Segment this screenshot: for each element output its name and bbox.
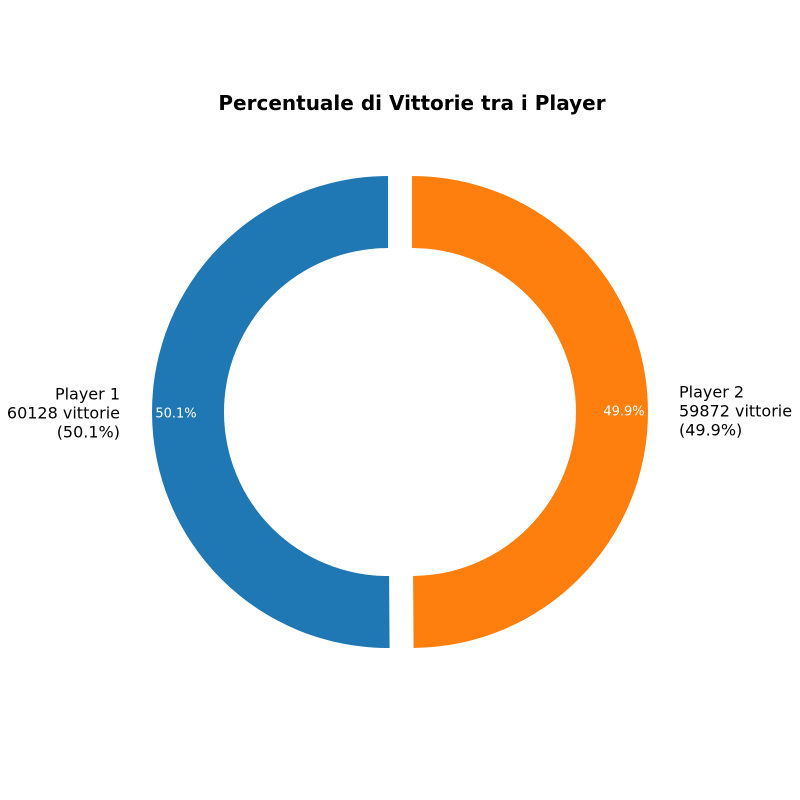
slice-outer-label-line: (50.1%) bbox=[57, 422, 120, 441]
slice-outer-label-line: Player 1 bbox=[55, 384, 120, 403]
slice-labels: 50.1% Player 1 60128 vittorie (50.1%) 49.9% P… bbox=[7, 383, 792, 442]
slice-percent-label-2: 49.9% bbox=[603, 405, 644, 420]
donut-slices bbox=[152, 175, 648, 649]
slice-outer-label-line: (49.9%) bbox=[679, 421, 742, 440]
slice-percent-label-1: 50.1% bbox=[155, 406, 196, 421]
slice-outer-label-line: 59872 vittorie bbox=[679, 402, 792, 421]
chart-title: Percentuale di Vittorie tra i Player bbox=[218, 91, 605, 115]
donut-slice-1 bbox=[152, 176, 390, 649]
slice-outer-label-line: 60128 vittorie bbox=[7, 403, 120, 422]
slice-outer-label-1: Player 1 60128 vittorie (50.1%) bbox=[7, 384, 120, 441]
slice-outer-label-line: Player 2 bbox=[679, 383, 744, 402]
donut-slice-2 bbox=[411, 175, 648, 648]
slice-outer-label-2: Player 2 59872 vittorie (49.9%) bbox=[679, 383, 792, 440]
